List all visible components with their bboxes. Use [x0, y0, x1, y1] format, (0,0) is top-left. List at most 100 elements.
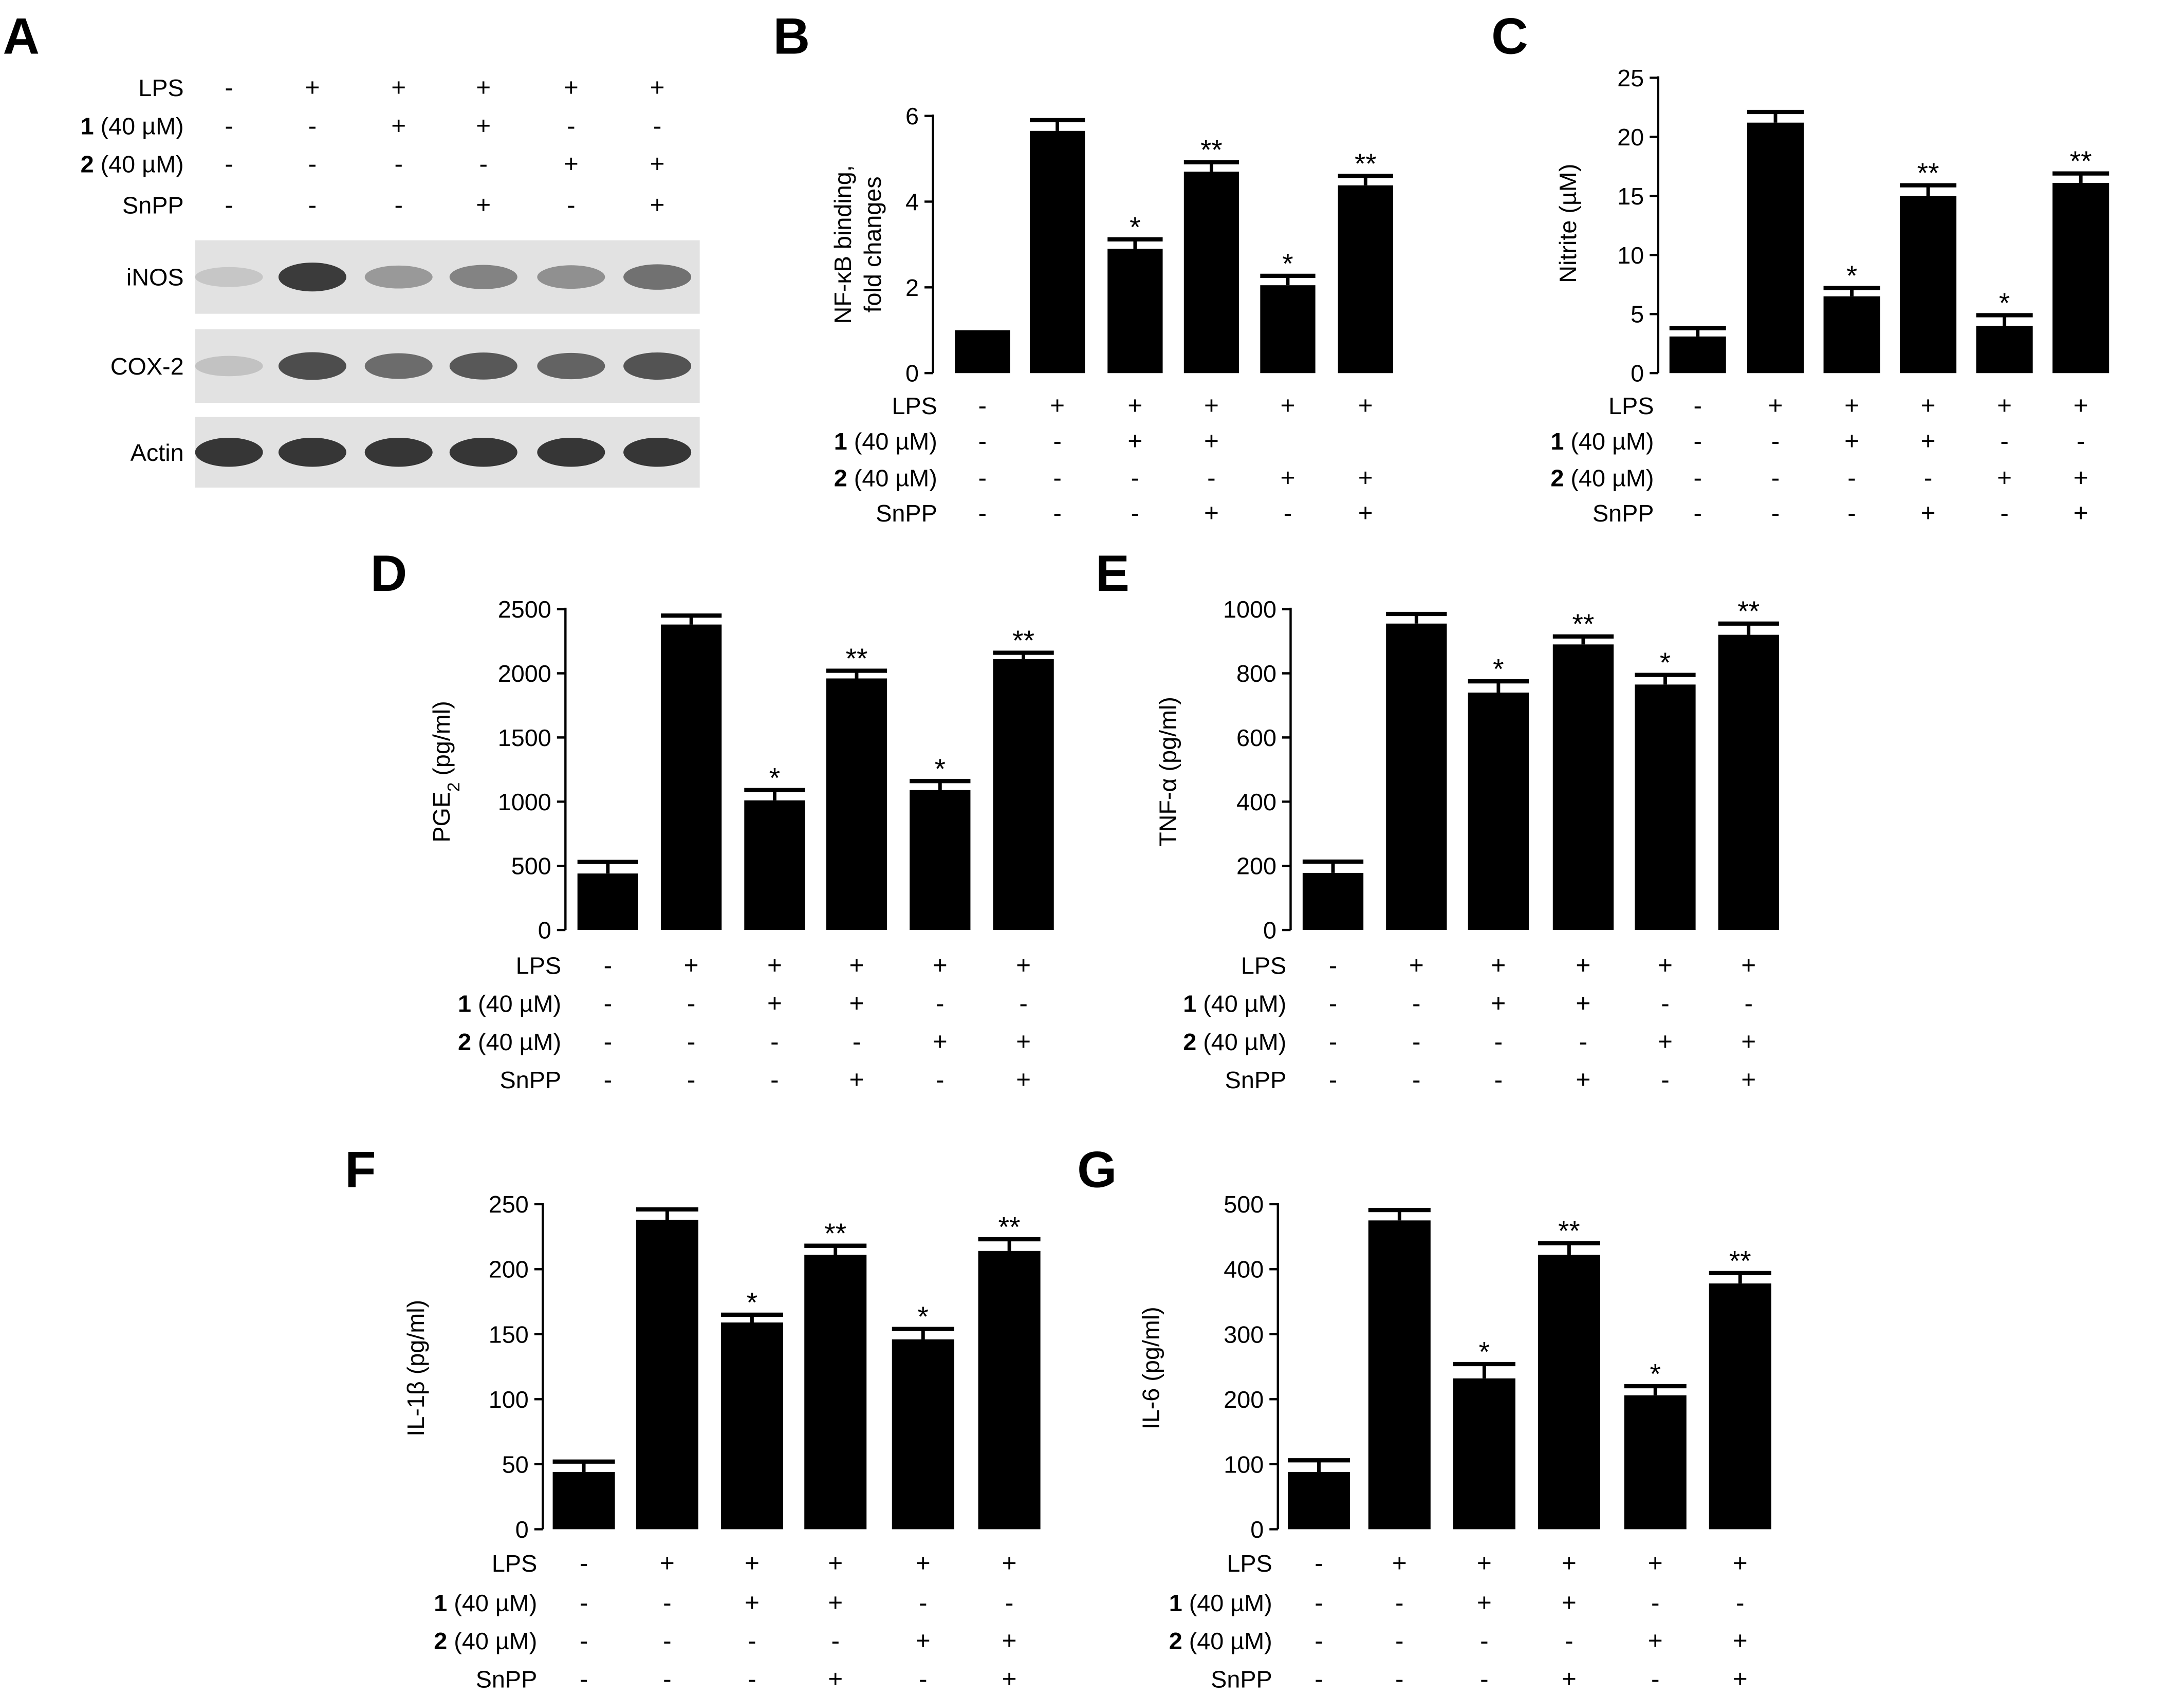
condition-sign: +: [2074, 392, 2088, 420]
y-tick-label: 200: [489, 1256, 529, 1283]
inos-band: [623, 264, 692, 290]
condition-sign: -: [1053, 427, 1061, 455]
condition-sign: +: [1658, 1028, 1673, 1056]
condition-sign: -: [2077, 427, 2085, 455]
condition-sign: -: [1494, 1028, 1503, 1056]
significance-mark: **: [998, 1211, 1021, 1243]
condition-sign: -: [1207, 463, 1215, 492]
bar: [1302, 872, 1364, 930]
significance-mark: **: [1355, 147, 1377, 179]
condition-sign: -: [580, 1665, 588, 1693]
actin-band: [449, 437, 517, 467]
condition-sign: -: [919, 1589, 927, 1617]
panel-letter: A: [3, 8, 40, 65]
significance-mark: *: [1650, 1358, 1660, 1390]
y-tick-label: 800: [1236, 660, 1276, 687]
significance-mark: **: [1917, 157, 1939, 189]
condition-sign: +: [660, 1549, 675, 1577]
y-axis-label: Nitrite (µM): [1554, 164, 1581, 283]
condition-sign: -: [1693, 392, 1701, 420]
condition-row-label: 2 (40 µM): [834, 464, 937, 491]
condition-sign: +: [1997, 392, 2012, 420]
condition-row-label: 1 (40 µM): [458, 991, 561, 1017]
y-label-line: fold changes: [859, 176, 886, 312]
condition-sign: -: [1924, 463, 1932, 492]
significance-mark: *: [1493, 653, 1504, 685]
condition-sign: +: [916, 1627, 931, 1655]
actin-band: [195, 437, 263, 467]
condition-sign: +: [767, 951, 782, 979]
condition-label-bold: 2: [458, 1029, 471, 1055]
condition-sign: -: [225, 150, 233, 178]
condition-label-text: SnPP: [876, 500, 937, 527]
condition-sign: +: [1921, 392, 1936, 420]
condition-sign: -: [1693, 463, 1701, 492]
condition-sign: +: [1392, 1549, 1407, 1577]
condition-sign: +: [391, 111, 406, 140]
condition-sign: -: [853, 1028, 861, 1056]
condition-label-bold: 2: [834, 464, 847, 491]
significance-mark: *: [1282, 247, 1293, 279]
condition-sign: +: [1741, 1028, 1756, 1056]
bar: [1260, 285, 1316, 374]
condition-label-text: LPS: [1608, 393, 1654, 419]
condition-sign: -: [1693, 499, 1701, 527]
condition-label-text: SnPP: [1211, 1666, 1272, 1692]
y-tick-label: 100: [1224, 1451, 1264, 1478]
actin-band: [623, 437, 692, 467]
significance-mark: **: [1572, 608, 1594, 640]
condition-label-text: (40 µM): [94, 113, 184, 139]
significance-mark: **: [1012, 624, 1034, 656]
cox2-band: [623, 352, 692, 380]
bar: [1386, 623, 1447, 930]
condition-sign: -: [567, 111, 575, 140]
condition-sign: -: [225, 73, 233, 102]
blot-row-label: COX-2: [110, 353, 184, 380]
condition-sign: +: [1477, 1589, 1492, 1617]
condition-sign: -: [1005, 1589, 1013, 1617]
condition-label-bold: 1: [1550, 428, 1564, 455]
condition-label-text: (40 µM): [1564, 428, 1654, 455]
condition-sign: +: [1002, 1627, 1017, 1655]
bar: [1029, 131, 1085, 374]
condition-sign: -: [1284, 499, 1292, 527]
inos-band: [537, 265, 605, 289]
condition-sign: -: [687, 1028, 695, 1056]
condition-row-label: 1 (40 µM): [834, 428, 937, 455]
condition-label-text: (40 µM): [1196, 991, 1286, 1017]
condition-label-bold: 1: [1183, 991, 1196, 1017]
condition-sign: -: [1329, 1028, 1337, 1056]
condition-sign: +: [1358, 463, 1373, 492]
y-tick-label: 1500: [498, 724, 551, 751]
condition-row-label: 2 (40 µM): [1550, 464, 1654, 491]
condition-sign: +: [1002, 1549, 1017, 1577]
y-tick-label: 200: [1236, 853, 1276, 880]
significance-mark: **: [846, 642, 868, 674]
y-label-subscript: 2: [443, 782, 462, 792]
condition-sign: +: [1409, 951, 1424, 979]
condition-row-label: SnPP: [500, 1067, 562, 1093]
condition-sign: +: [1844, 392, 1859, 420]
condition-label-text: (40 µM): [447, 1628, 537, 1654]
condition-label-text: (40 µM): [471, 1029, 561, 1055]
condition-sign: -: [225, 111, 233, 140]
bar: [1709, 1283, 1771, 1530]
significance-mark: *: [918, 1300, 929, 1332]
bar: [993, 659, 1054, 930]
condition-row-label: 2 (40 µM): [1183, 1029, 1286, 1055]
cox2-band: [364, 353, 433, 379]
significance-mark: *: [1846, 259, 1857, 291]
condition-sign: +: [684, 951, 699, 979]
condition-sign: -: [663, 1665, 671, 1693]
y-axis-label: IL-6 (pg/ml): [1138, 1307, 1164, 1429]
condition-sign: +: [1921, 427, 1936, 455]
condition-sign: -: [1019, 990, 1027, 1018]
condition-sign: -: [1565, 1627, 1573, 1655]
condition-sign: -: [1480, 1627, 1488, 1655]
condition-row-label: 1 (40 µM): [1169, 1590, 1272, 1616]
condition-sign: +: [1204, 392, 1219, 420]
condition-label-text: (40 µM): [471, 991, 561, 1017]
condition-sign: -: [770, 1066, 779, 1094]
condition-row-label: LPS: [1241, 952, 1286, 979]
